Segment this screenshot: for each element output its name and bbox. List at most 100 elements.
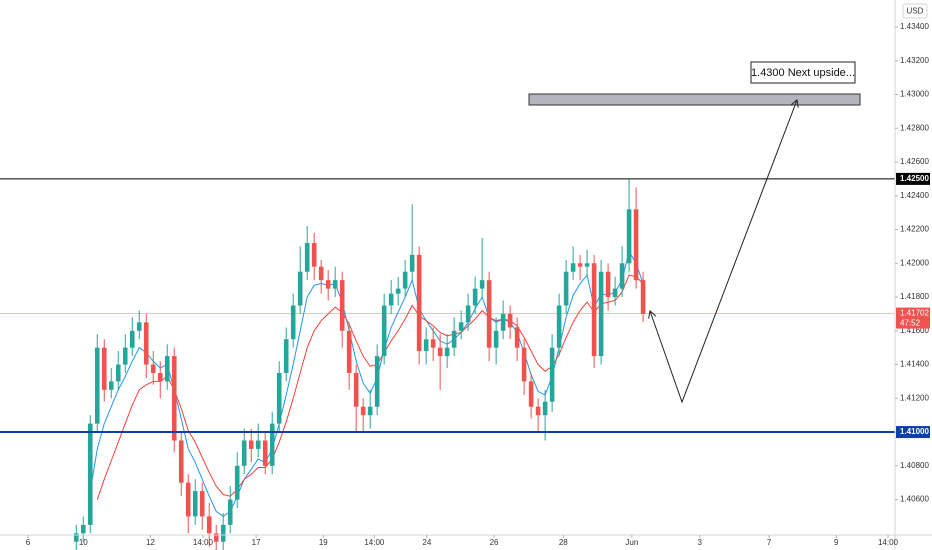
- candle-body: [185, 482, 191, 517]
- candle-body: [402, 271, 408, 289]
- candle-body: [514, 327, 520, 348]
- y-tick-label: 1.41800: [900, 292, 929, 301]
- x-tick-label: 19: [319, 538, 328, 547]
- candle-body: [87, 423, 93, 525]
- candle-body: [409, 254, 415, 272]
- y-tick-label: 1.43400: [900, 22, 929, 31]
- y-tick-label: 1.42200: [900, 225, 929, 234]
- candle-body: [241, 440, 247, 466]
- candle-body: [577, 263, 583, 267]
- x-tick-label: 6: [26, 538, 31, 547]
- candle-body: [605, 271, 611, 298]
- y-tick-label: 1.42600: [900, 157, 929, 166]
- candle-body: [276, 372, 282, 424]
- candle-body: [178, 440, 184, 483]
- candle-body: [199, 491, 205, 517]
- level-label-box: [896, 172, 930, 185]
- candle-body: [479, 280, 485, 289]
- candle-body: [150, 364, 156, 373]
- last-price-box: [896, 307, 930, 329]
- candle-body: [332, 280, 338, 289]
- x-tick-label: 3: [698, 538, 703, 547]
- candle-body: [465, 305, 471, 323]
- candle-body: [248, 440, 254, 449]
- x-tick-label: Jun: [625, 538, 638, 547]
- candle-body: [437, 347, 443, 357]
- candle-body: [262, 440, 268, 466]
- candle-body: [395, 288, 401, 294]
- candle-body: [640, 280, 646, 314]
- candle-body: [619, 263, 625, 289]
- annotation-text: 1.4300 Next upside...: [751, 67, 855, 79]
- candle-body: [255, 440, 261, 449]
- x-tick-label: 26: [490, 538, 499, 547]
- candle-body: [311, 243, 317, 267]
- x-tick-label: 9: [834, 538, 839, 547]
- candle-body: [94, 347, 100, 424]
- level-label-box: [896, 426, 930, 439]
- x-tick-label: 28: [559, 538, 568, 547]
- candle-body: [143, 322, 149, 365]
- candle-body: [521, 347, 527, 382]
- candle-body: [493, 330, 499, 348]
- candle-body: [297, 271, 303, 306]
- candle-body: [374, 356, 380, 407]
- candle-body: [570, 263, 576, 272]
- level-label: 1.42500: [900, 174, 929, 183]
- candle-body: [164, 356, 170, 382]
- candle-body: [353, 372, 359, 407]
- countdown-label: 47:52: [900, 319, 921, 328]
- candle-body: [108, 381, 114, 390]
- candle-body: [556, 305, 562, 348]
- candle-body: [290, 305, 296, 340]
- y-tick-label: 1.42800: [900, 123, 929, 132]
- x-tick-label: 14:00: [878, 538, 899, 547]
- level-label: 1.41000: [900, 427, 929, 436]
- candle-body: [472, 288, 478, 306]
- x-tick-label: 7: [767, 538, 772, 547]
- candle-body: [451, 330, 457, 348]
- candle-body: [325, 280, 331, 289]
- candle-body: [528, 381, 534, 407]
- candle-body: [318, 266, 324, 281]
- candle-body: [360, 406, 366, 416]
- candle-body: [122, 347, 128, 365]
- y-tick-label: 1.40600: [900, 495, 929, 504]
- candle-body: [542, 401, 548, 416]
- candle-body: [234, 465, 240, 500]
- last-price-label: 1.41702: [900, 309, 929, 318]
- currency: USD: [907, 7, 924, 16]
- y-tick-label: 1.43000: [900, 90, 929, 99]
- candle-body: [507, 313, 513, 328]
- candle-body: [584, 263, 590, 267]
- candle-body: [101, 347, 107, 390]
- candle-body: [206, 516, 212, 534]
- candle-body: [444, 347, 450, 357]
- candle-body: [458, 322, 464, 331]
- y-tick-label: 1.41400: [900, 360, 929, 369]
- candle-body: [388, 293, 394, 306]
- x-tick-label: 17: [252, 538, 261, 547]
- y-tick-label: 1.41600: [900, 326, 929, 335]
- candle-body: [549, 347, 555, 402]
- candle-body: [115, 364, 121, 382]
- x-tick-label: 24: [422, 538, 431, 547]
- candle-body: [591, 263, 597, 357]
- y-tick-label: 1.43200: [900, 56, 929, 65]
- candle-body: [500, 313, 506, 331]
- candle-body: [612, 288, 618, 298]
- y-tick-label: 1.40800: [900, 461, 929, 470]
- candle-body: [283, 339, 289, 373]
- candle-body: [535, 406, 541, 416]
- y-tick-label: 1.42400: [900, 191, 929, 200]
- candle-body: [129, 330, 135, 348]
- y-tick-label: 1.42000: [900, 258, 929, 267]
- candle-body: [430, 339, 436, 348]
- candle-body: [213, 533, 219, 542]
- y-tick-label: 1.41200: [900, 393, 929, 402]
- candle-body: [157, 372, 163, 382]
- candle-body: [416, 254, 422, 352]
- candle-body: [626, 209, 632, 264]
- candle-body: [136, 322, 142, 331]
